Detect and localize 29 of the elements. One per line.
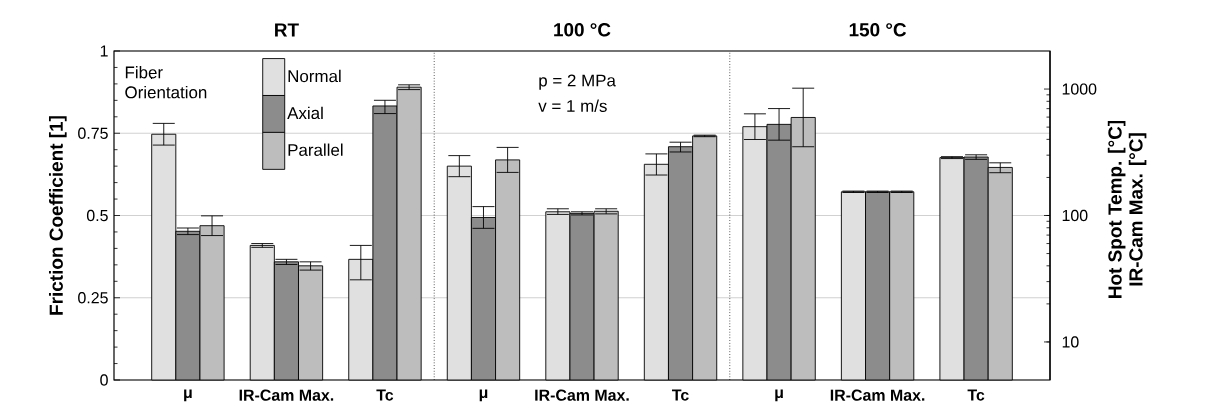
y-tick-label: 0.75 [78,127,108,139]
y-axis-title: Friction Coefficient [1] [48,116,67,315]
x-tick-label: IR-Cam Max. [830,389,925,401]
y-tick-label: 0.5 [86,209,108,222]
x-tick-label: IR-Cam Max. [239,389,334,401]
legend-label: Axial [287,106,323,120]
y2-tick-label: 1000 [1062,83,1097,95]
legend-label: Normal [288,69,341,83]
text: 100 °C [554,23,611,37]
x-tick-label: μ [775,389,783,402]
y2-tick-label: 100 [1062,209,1088,222]
y-tick-label: 1 [100,45,108,57]
x-tick-label: Tc [967,389,985,401]
text: IR-Cam Max. [°C] [1128,133,1147,286]
x-tick-label: μ [184,389,192,402]
x-tick-label: μ [479,389,488,402]
x-tick-label: Tc [671,389,689,401]
text: RT [275,23,299,37]
text: Hot Spot Temp. [°C] [1107,120,1126,298]
x-tick-label: Tc [376,389,394,401]
x-tick-label: IR-Cam Max. [535,389,629,401]
y-tick-label: 0 [100,374,108,386]
y2-tick-label: 10 [1062,336,1079,348]
legend-label: Parallel [288,143,343,156]
y-tick-label: 0.25 [78,292,108,304]
annotation: v = 1 m/s [538,99,607,112]
text: 150 °C [849,23,907,37]
legend-title: Fiber Orientation [125,66,207,99]
annotation: p = 2 MPa [539,74,616,90]
